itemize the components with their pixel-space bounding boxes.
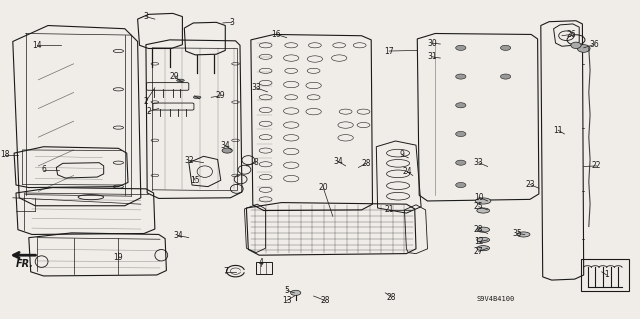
Text: 29: 29 [169, 72, 179, 81]
Text: 7: 7 [223, 267, 228, 276]
Text: 5: 5 [284, 286, 289, 295]
Text: 19: 19 [113, 253, 124, 262]
Text: 1: 1 [604, 271, 609, 279]
Ellipse shape [456, 182, 466, 188]
Text: 3: 3 [229, 18, 234, 27]
Text: 35: 35 [512, 229, 522, 238]
Ellipse shape [477, 227, 490, 232]
Ellipse shape [477, 237, 490, 242]
Text: 34: 34 [333, 157, 343, 166]
Text: 28: 28 [387, 293, 396, 302]
Text: 3: 3 [143, 12, 148, 21]
Ellipse shape [500, 45, 511, 50]
Ellipse shape [177, 79, 184, 82]
Ellipse shape [222, 148, 232, 153]
Text: 15: 15 [190, 176, 200, 185]
Text: 36: 36 [589, 40, 599, 49]
Text: S9V4B4100: S9V4B4100 [477, 296, 515, 302]
Text: 2: 2 [143, 97, 148, 106]
Text: 33: 33 [251, 83, 261, 92]
Ellipse shape [571, 42, 581, 48]
Text: 23: 23 [525, 180, 535, 189]
Text: 29: 29 [216, 91, 226, 100]
Ellipse shape [500, 74, 511, 79]
Text: 4: 4 [259, 258, 264, 267]
Text: 14: 14 [32, 41, 42, 50]
Bar [581, 259, 629, 291]
Text: 8: 8 [253, 158, 259, 167]
Ellipse shape [291, 290, 301, 295]
Text: FR.: FR. [15, 259, 33, 269]
Text: 33: 33 [474, 158, 484, 167]
Ellipse shape [477, 246, 490, 251]
Ellipse shape [477, 208, 490, 213]
Text: 22: 22 [592, 161, 601, 170]
Text: 20: 20 [318, 183, 328, 192]
Text: 27: 27 [474, 247, 484, 256]
Text: 13: 13 [282, 296, 292, 305]
Text: 9: 9 [399, 150, 404, 159]
Ellipse shape [476, 198, 491, 204]
Text: 16: 16 [271, 30, 282, 39]
Text: 28: 28 [362, 159, 371, 168]
Text: 18: 18 [1, 150, 10, 159]
Ellipse shape [193, 96, 201, 99]
Text: 34: 34 [173, 231, 183, 240]
Text: 32: 32 [184, 156, 194, 165]
Text: 2: 2 [146, 107, 151, 116]
Ellipse shape [456, 131, 466, 137]
Ellipse shape [456, 45, 466, 50]
Ellipse shape [456, 74, 466, 79]
Text: 26: 26 [566, 30, 576, 39]
Text: 24: 24 [402, 167, 412, 176]
Text: 6: 6 [41, 165, 46, 174]
Ellipse shape [577, 45, 590, 52]
Ellipse shape [456, 160, 466, 165]
Text: 12: 12 [474, 237, 483, 246]
Text: 31: 31 [427, 52, 437, 61]
Ellipse shape [456, 103, 466, 108]
Text: 25: 25 [474, 202, 484, 211]
Ellipse shape [517, 232, 530, 237]
Bar [256, 262, 272, 274]
Text: 21: 21 [385, 205, 394, 214]
Text: 28: 28 [321, 296, 330, 305]
Text: 28: 28 [474, 225, 483, 234]
Text: 17: 17 [384, 47, 394, 56]
Text: 30: 30 [427, 39, 437, 48]
Text: 10: 10 [474, 193, 484, 202]
Text: 34: 34 [220, 141, 230, 150]
Text: 11: 11 [554, 126, 563, 135]
